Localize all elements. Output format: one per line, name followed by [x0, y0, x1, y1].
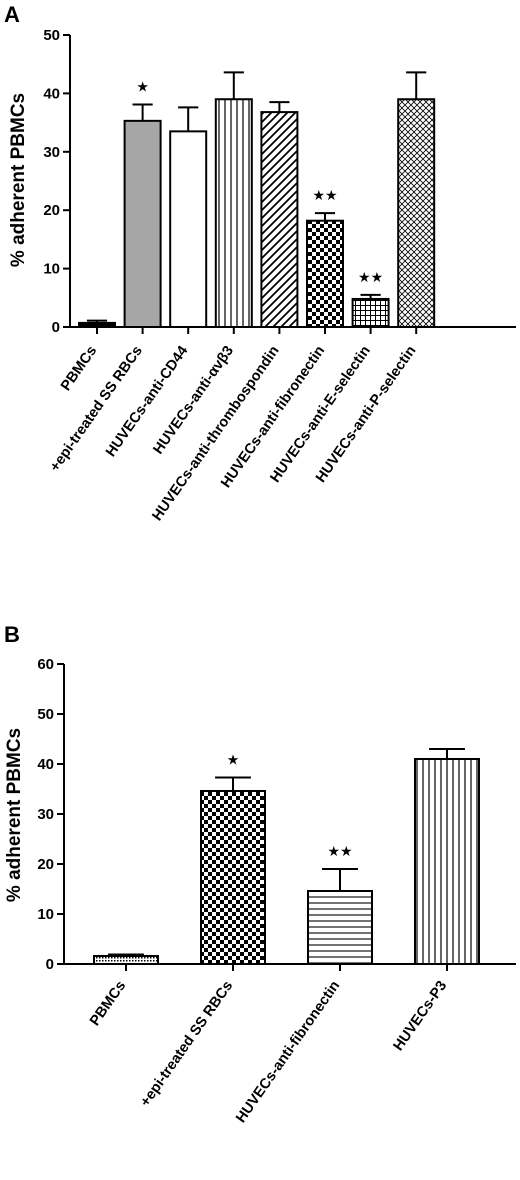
bar: [93, 955, 159, 965]
y-tick-label: 10: [43, 261, 60, 278]
bar: [260, 111, 299, 328]
y-tick-label: 40: [43, 85, 60, 102]
bar: [414, 758, 480, 965]
y-axis-label-b: % adherent PBMCs: [4, 728, 25, 902]
y-tick-label: 30: [37, 806, 54, 823]
bar: [214, 98, 253, 328]
category-label: HUVECs-P3: [390, 978, 450, 1054]
bar: [123, 119, 162, 328]
chart-panel-a: A % adherent PBMCs 0 10 20 30 40 50 PBMCs ★ +epi…: [4, 2, 516, 524]
category-label: PBMCs: [58, 343, 100, 394]
significance-marker: ★★: [327, 843, 352, 859]
panel-label-a: A: [4, 2, 20, 27]
chart-panel-b: B % adherent PBMCs 0 10 20 30 40 50 60 PBMCs ★ +e…: [4, 622, 516, 1126]
bar: [169, 130, 208, 328]
category-label: +epi-treated SS RBCs: [47, 343, 146, 475]
y-tick-label: 10: [37, 906, 54, 923]
bar: [200, 790, 266, 965]
bar: [397, 98, 436, 328]
significance-marker: ★★: [358, 269, 383, 285]
y-tick-label: 0: [46, 956, 54, 973]
category-label: PBMCs: [87, 978, 129, 1029]
bar: [307, 890, 373, 965]
bar: [351, 297, 390, 328]
y-tick-label: 20: [43, 202, 60, 219]
y-tick-label: 20: [37, 856, 54, 873]
category-label: +epi-treated SS RBCs: [137, 978, 236, 1110]
significance-marker: ★: [136, 78, 149, 94]
category-label: HUVECs-anti-fibronectin: [233, 978, 343, 1126]
category-label: HUVECs-anti-αvβ3: [150, 343, 237, 457]
y-tick-label: 50: [43, 27, 60, 44]
y-axis-label-a: % adherent PBMCs: [8, 93, 29, 267]
category-label: HUVECs-anti-CD44: [103, 343, 191, 460]
y-tick-label: 30: [43, 144, 60, 161]
significance-marker: ★: [227, 752, 240, 768]
panel-label-b: B: [4, 622, 20, 647]
y-tick-label: 40: [37, 756, 54, 773]
y-tick-label: 0: [52, 319, 60, 336]
significance-marker: ★★: [312, 187, 337, 203]
y-tick-label: 50: [37, 706, 54, 723]
bar: [78, 321, 116, 328]
y-tick-label: 60: [37, 656, 54, 673]
bar: [306, 219, 344, 329]
